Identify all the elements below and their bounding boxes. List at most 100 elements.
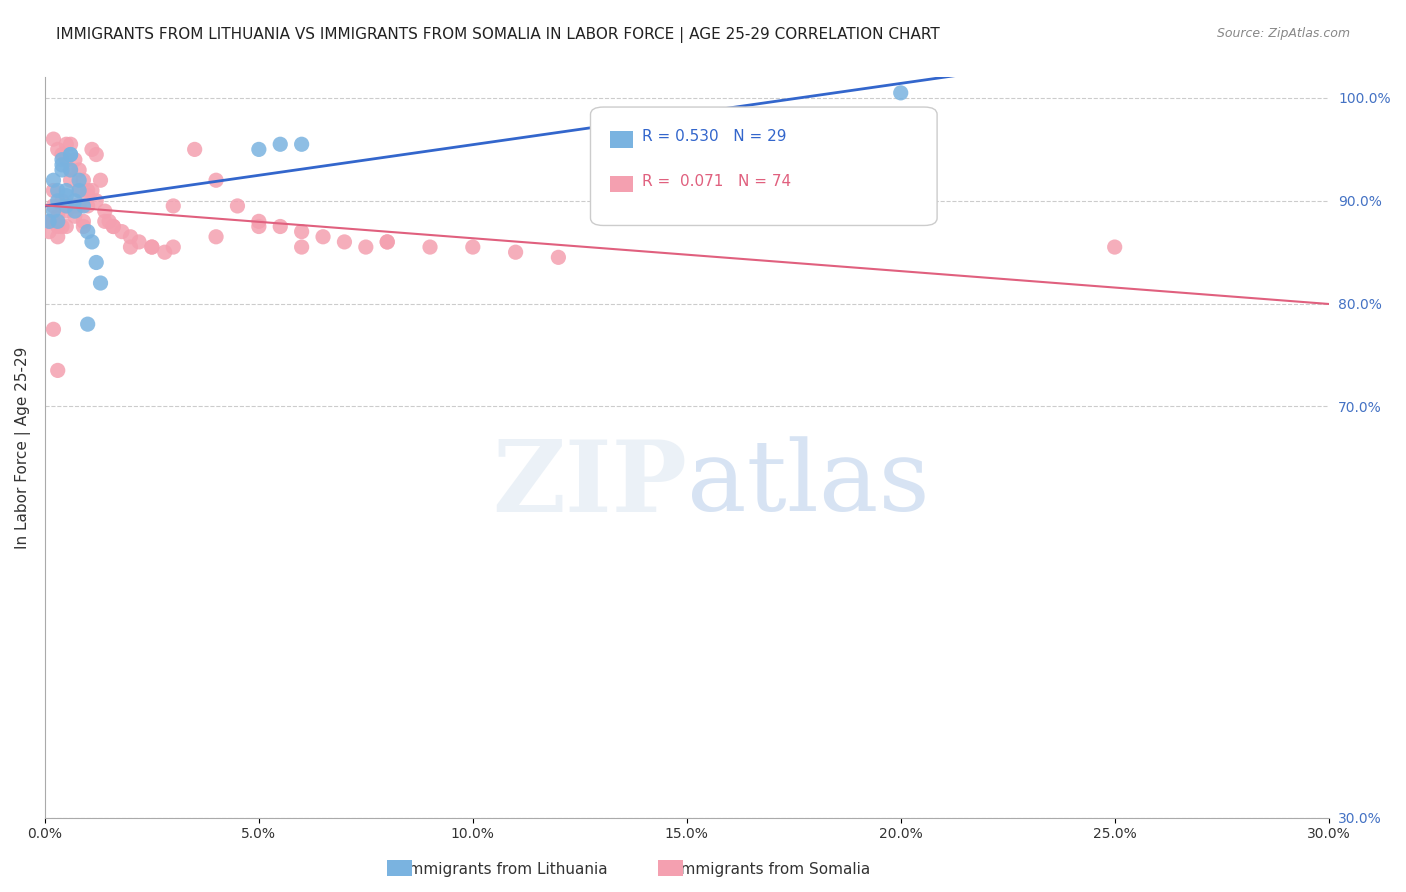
Point [55,153,77,167]
Point [59,147,82,161]
Point [80,235,103,249]
Point [76,184,98,198]
Point [375,235,398,249]
Point [128,235,150,249]
Point [80,184,103,198]
Point [89,276,111,290]
Point [59,163,82,178]
Point [67,163,90,178]
Point [183,142,205,156]
Point [291,240,314,254]
Point [55,204,77,219]
Point [84,255,107,269]
FancyBboxPatch shape [610,131,633,148]
Point [247,219,270,234]
Point [72,173,94,187]
Point [72,199,94,213]
Point [291,137,314,152]
Point [46,184,69,198]
Text: IMMIGRANTS FROM LITHUANIA VS IMMIGRANTS FROM SOMALIA IN LABOR FORCE | AGE 25-29 : IMMIGRANTS FROM LITHUANIA VS IMMIGRANTS … [56,27,941,43]
Point [67,184,90,198]
Point [42,199,65,213]
Point [67,199,90,213]
Point [42,173,65,187]
Point [141,240,163,254]
Point [63,209,86,223]
Point [226,199,249,213]
Point [55,137,77,152]
Point [51,199,73,213]
Point [42,322,65,336]
Point [76,317,98,331]
Point [76,225,98,239]
Point [84,147,107,161]
Point [51,158,73,172]
Point [98,214,121,228]
Point [72,214,94,228]
Point [55,199,77,213]
Text: atlas: atlas [686,436,929,533]
Point [141,240,163,254]
Point [55,219,77,234]
Point [51,219,73,234]
Point [153,245,176,260]
Point [247,214,270,228]
Point [76,188,98,202]
Y-axis label: In Labor Force | Age 25-29: In Labor Force | Age 25-29 [15,346,31,549]
Point [51,147,73,161]
Point [46,229,69,244]
Point [111,225,134,239]
Point [72,219,94,234]
Point [84,194,107,208]
Point [94,204,117,219]
Text: Immigrants from Lithuania: Immigrants from Lithuania [405,863,607,877]
Point [205,229,228,244]
Point [42,184,65,198]
Text: Source: ZipAtlas.com: Source: ZipAtlas.com [1216,27,1350,40]
Point [63,153,86,167]
Point [59,173,82,187]
Point [59,137,82,152]
Point [46,142,69,156]
Point [103,219,125,234]
Point [63,194,86,208]
Point [46,209,69,223]
Point [461,240,484,254]
FancyBboxPatch shape [591,107,938,226]
Point [63,199,86,213]
Point [375,235,398,249]
Point [162,199,184,213]
Point [890,86,912,100]
FancyBboxPatch shape [610,176,633,192]
Point [46,194,69,208]
Point [55,184,77,198]
Point [59,147,82,161]
Point [269,219,291,234]
Point [162,240,184,254]
Point [51,153,73,167]
Text: ZIP: ZIP [492,436,686,533]
Point [42,214,65,228]
Point [103,219,125,234]
Point [1104,240,1126,254]
Point [89,173,111,187]
Point [76,199,98,213]
Point [46,363,69,377]
Point [38,214,60,228]
Point [120,229,142,244]
Point [51,194,73,208]
Point [291,225,314,239]
Point [269,137,291,152]
Point [354,240,377,254]
Point [46,219,69,234]
Point [94,214,117,228]
Point [67,184,90,198]
Point [63,204,86,219]
Point [312,229,335,244]
Point [120,240,142,254]
Point [55,199,77,213]
Point [333,235,356,249]
Point [247,142,270,156]
Text: Immigrants from Somalia: Immigrants from Somalia [676,863,870,877]
Point [42,132,65,146]
